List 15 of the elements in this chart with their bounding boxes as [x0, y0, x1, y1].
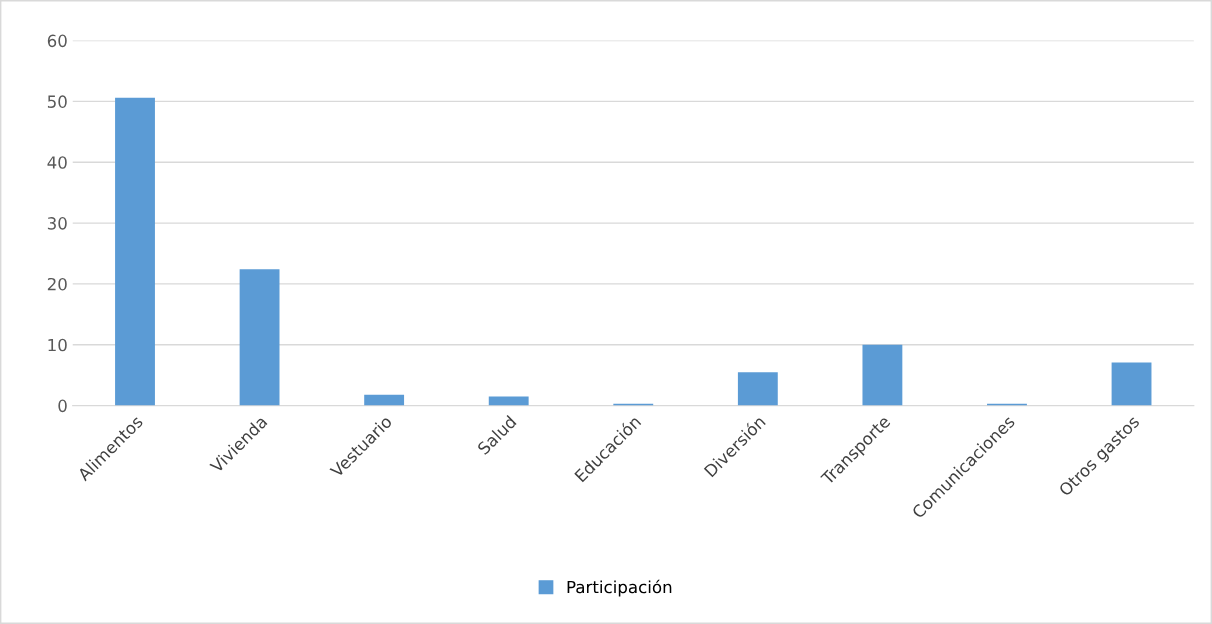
y-tick-label: 0	[58, 399, 67, 413]
y-tick-label: 30	[47, 217, 67, 230]
bar	[115, 97, 155, 406]
y-tick-label: 40	[47, 156, 67, 169]
y-tick-label: 10	[48, 338, 67, 352]
y-tick-label: 50	[47, 95, 67, 108]
bar	[364, 394, 405, 406]
bar	[737, 372, 778, 406]
y-tick-label: 20	[47, 277, 67, 291]
bar	[1111, 362, 1152, 406]
y-tick-label: 60	[47, 34, 67, 48]
bar	[239, 269, 280, 406]
bar	[862, 344, 903, 406]
bar	[488, 396, 529, 406]
legend-label: Participación	[567, 579, 672, 597]
